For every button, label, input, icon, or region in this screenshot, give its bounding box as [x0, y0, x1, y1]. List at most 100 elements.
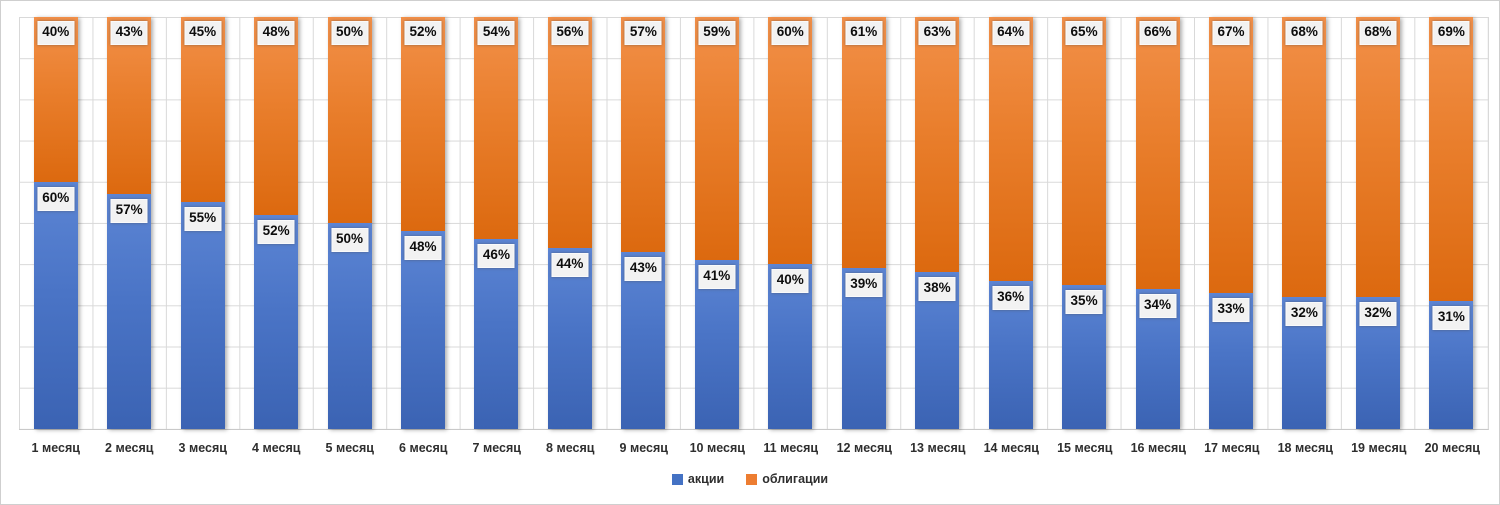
- bar-segment-bonds: 68%: [1355, 17, 1400, 298]
- legend-label: акции: [687, 472, 725, 486]
- stacked-bar: 45% 55%: [180, 17, 225, 429]
- bar-segment-stocks: 39%: [841, 268, 886, 429]
- bar-segment-stocks: 44%: [547, 247, 592, 429]
- data-label-bonds: 68%: [1359, 21, 1397, 45]
- data-label-bonds: 67%: [1212, 21, 1250, 45]
- bar-segment-stocks: 55%: [180, 202, 225, 429]
- data-label-bonds: 61%: [845, 21, 883, 45]
- stacked-bar: 63% 38%: [915, 17, 960, 429]
- x-axis-label: 12 месяц: [836, 441, 892, 455]
- stacked-bar: 40% 60%: [33, 17, 78, 429]
- bar-segment-bonds: 45%: [180, 17, 225, 203]
- stacked-bar: 52% 48%: [400, 17, 445, 429]
- legend: акции облигации: [1, 472, 1499, 486]
- bar-segment-stocks: 35%: [1062, 284, 1107, 429]
- bar-columns: 40% 60% 43% 57% 45% 55% 48% 52% 50% 50% 52% 48% 54% 4…: [19, 17, 1488, 429]
- category-column: 65% 35%: [1047, 17, 1120, 429]
- bar-segment-stocks: 43%: [621, 251, 666, 429]
- data-label-bonds: 59%: [698, 21, 736, 45]
- x-axis-label: 13 месяц: [910, 441, 966, 455]
- category-column: 68% 32%: [1341, 17, 1414, 429]
- data-label-stocks: 32%: [1359, 302, 1397, 327]
- data-label-stocks: 38%: [918, 277, 956, 302]
- bar-segment-stocks: 41%: [694, 260, 739, 429]
- category-column: 63% 38%: [900, 17, 973, 429]
- stacked-bar: 61% 39%: [841, 17, 886, 429]
- bar-segment-bonds: 69%: [1429, 17, 1474, 302]
- stacked-bar: 43% 57%: [107, 17, 152, 429]
- data-label-stocks: 48%: [404, 236, 442, 261]
- bar-segment-bonds: 60%: [768, 17, 813, 265]
- x-axis-label: 15 месяц: [1057, 441, 1113, 455]
- stacked-bar: 68% 32%: [1282, 17, 1327, 429]
- x-axis-label: 8 месяц: [546, 441, 595, 455]
- x-axis-label: 5 месяц: [325, 441, 374, 455]
- data-label-stocks: 36%: [992, 285, 1030, 310]
- x-axis-label: 10 месяц: [689, 441, 745, 455]
- stacked-bar: 56% 44%: [547, 17, 592, 429]
- bar-segment-stocks: 32%: [1282, 297, 1327, 429]
- category-column: 40% 60%: [19, 17, 92, 429]
- stacked-bar: 50% 50%: [327, 17, 372, 429]
- stacked-bar: 68% 32%: [1355, 17, 1400, 429]
- stacked-bar: 59% 41%: [694, 17, 739, 429]
- data-label-stocks: 50%: [331, 228, 369, 252]
- category-column: 50% 50%: [313, 17, 386, 429]
- category-column: 64% 36%: [974, 17, 1047, 429]
- category-column: 60% 40%: [754, 17, 827, 429]
- data-label-stocks: 34%: [1139, 293, 1177, 318]
- x-axis-label: 20 месяц: [1424, 441, 1480, 455]
- data-label-stocks: 44%: [551, 252, 589, 277]
- data-label-stocks: 32%: [1285, 302, 1323, 327]
- data-label-stocks: 55%: [184, 207, 222, 232]
- stacked-bar: 67% 33%: [1208, 17, 1253, 429]
- category-column: 52% 48%: [386, 17, 459, 429]
- data-label-bonds: 60%: [771, 21, 809, 45]
- legend-label: облигации: [762, 472, 829, 486]
- data-label-stocks: 60%: [37, 186, 75, 211]
- bar-segment-stocks: 36%: [988, 280, 1033, 429]
- data-label-bonds: 48%: [257, 21, 295, 45]
- x-axis-label: 4 месяц: [252, 441, 301, 455]
- bar-segment-bonds: 67%: [1208, 17, 1253, 294]
- data-label-bonds: 63%: [918, 21, 956, 45]
- bar-segment-bonds: 57%: [621, 17, 666, 252]
- bar-segment-bonds: 65%: [1062, 17, 1107, 285]
- category-column: 54% 46%: [460, 17, 533, 429]
- bar-segment-bonds: 43%: [107, 17, 152, 195]
- category-column: 66% 34%: [1121, 17, 1194, 429]
- bar-segment-stocks: 48%: [400, 231, 445, 429]
- legend-item: облигации: [746, 472, 828, 486]
- x-axis-label: 18 месяц: [1277, 441, 1333, 455]
- bar-segment-bonds: 48%: [254, 17, 299, 215]
- plot-area: 40% 60% 43% 57% 45% 55% 48% 52% 50% 50% 52% 48% 54% 4…: [19, 17, 1489, 430]
- stacked-bar: 60% 40%: [768, 17, 813, 429]
- legend-swatch-icon: [671, 473, 683, 485]
- legend-swatch-icon: [746, 473, 758, 485]
- category-column: 67% 33%: [1194, 17, 1267, 429]
- x-axis-label: 11 месяц: [763, 441, 819, 455]
- bar-segment-bonds: 61%: [841, 17, 886, 269]
- stacked-bar: 69% 31%: [1429, 17, 1474, 429]
- bar-segment-stocks: 34%: [1135, 288, 1180, 429]
- category-column: 69% 31%: [1415, 17, 1488, 429]
- data-label-bonds: 69%: [1432, 21, 1470, 45]
- data-label-bonds: 43%: [110, 21, 148, 45]
- data-label-bonds: 40%: [37, 21, 75, 45]
- x-axis-label: 2 месяц: [105, 441, 154, 455]
- data-label-stocks: 35%: [1065, 289, 1103, 314]
- bar-segment-bonds: 66%: [1135, 17, 1180, 289]
- category-column: 43% 57%: [92, 17, 165, 429]
- data-label-stocks: 57%: [110, 199, 148, 224]
- data-label-stocks: 39%: [845, 273, 883, 298]
- bar-segment-stocks: 52%: [254, 214, 299, 429]
- data-label-bonds: 64%: [992, 21, 1030, 45]
- data-label-bonds: 50%: [331, 21, 369, 45]
- data-label-bonds: 52%: [404, 21, 442, 45]
- bar-segment-bonds: 50%: [327, 17, 372, 223]
- x-axis-label: 16 месяц: [1130, 441, 1186, 455]
- data-label-bonds: 45%: [184, 21, 222, 45]
- bar-segment-stocks: 50%: [327, 223, 372, 429]
- bar-segment-stocks: 33%: [1208, 293, 1253, 429]
